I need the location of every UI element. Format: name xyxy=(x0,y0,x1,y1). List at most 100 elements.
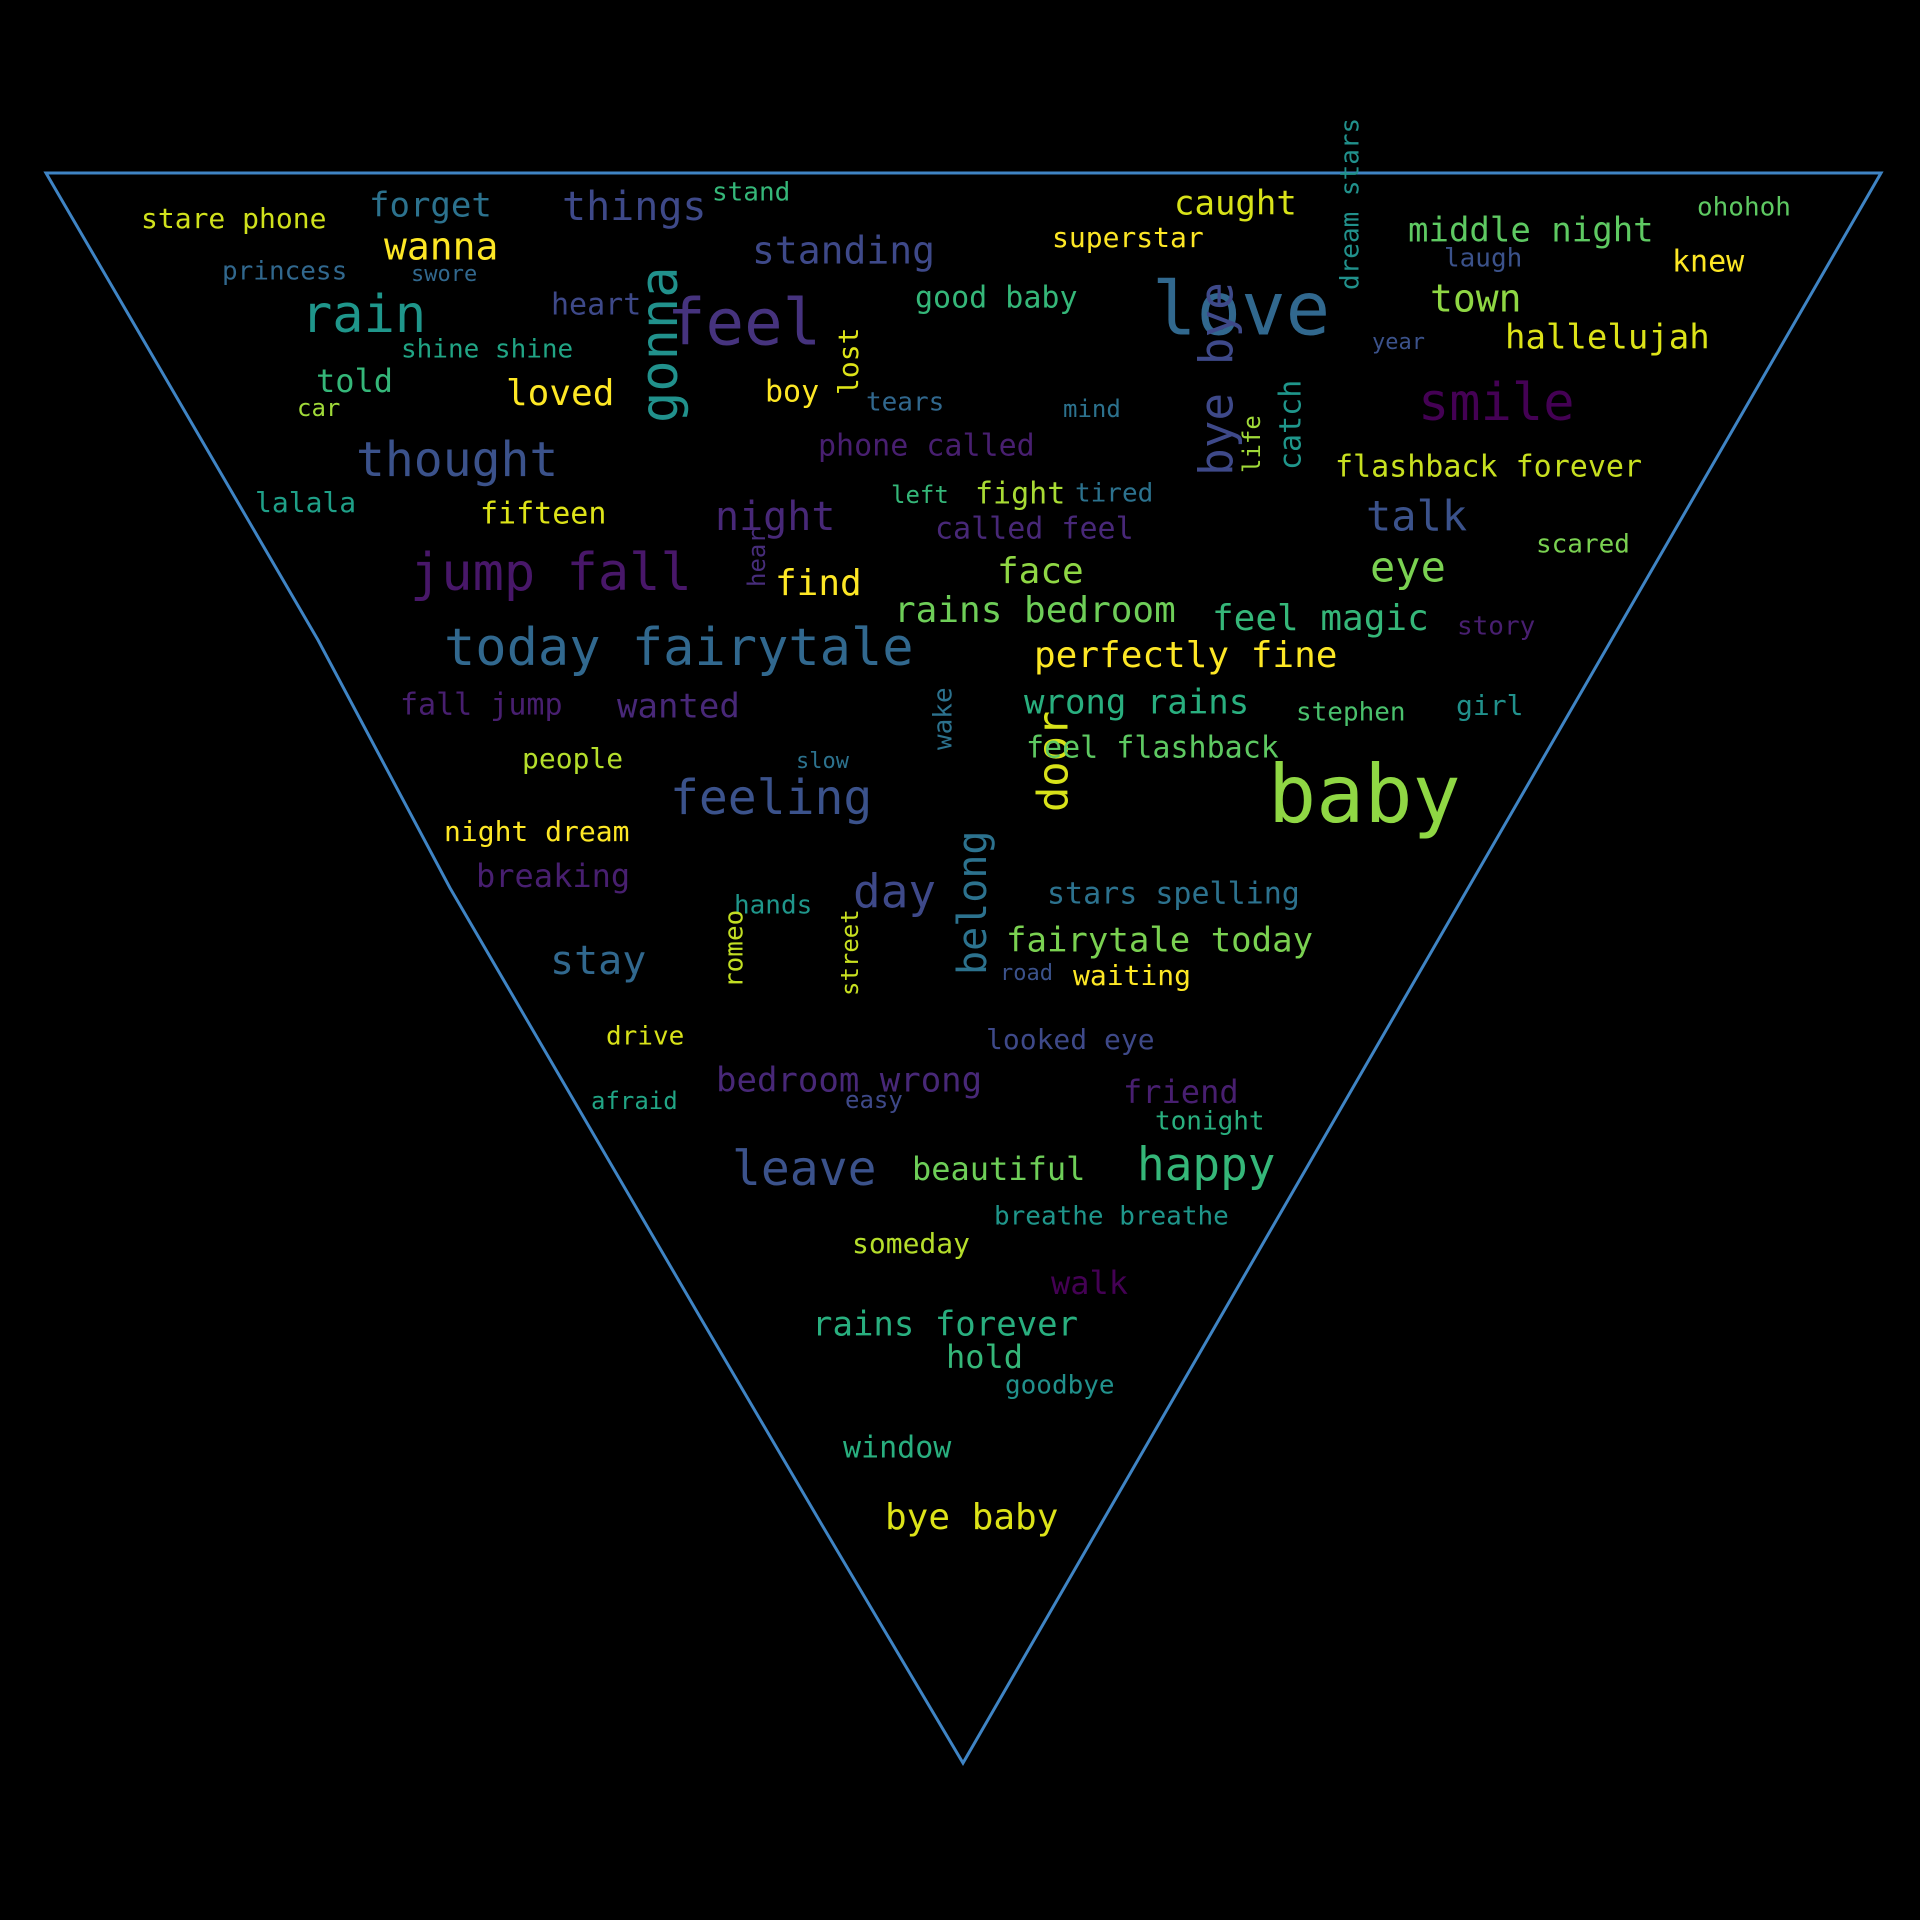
word-people: people xyxy=(522,742,623,775)
word-night: night xyxy=(715,494,835,540)
word-stay: stay xyxy=(550,938,646,984)
word-boy: boy xyxy=(765,375,819,410)
word-baby: baby xyxy=(1268,748,1461,841)
word-walk: walk xyxy=(1051,1264,1128,1302)
word-drive: drive xyxy=(606,1022,684,1052)
word-loved: loved xyxy=(506,373,614,414)
triangle-mask-outline xyxy=(43,171,1884,1766)
word-goodbye: goodbye xyxy=(1005,1371,1115,1401)
word-fall-jump: fall jump xyxy=(400,688,563,723)
word-left: left xyxy=(891,481,949,509)
word-wrong-rains: wrong rains xyxy=(1024,683,1249,723)
word-fight: fight xyxy=(975,477,1065,512)
word-tired: tired xyxy=(1075,479,1153,509)
word-window: window xyxy=(843,1431,952,1466)
word-catch: catch xyxy=(1274,380,1309,470)
word-wanted: wanted xyxy=(617,687,740,727)
word-superstar: superstar xyxy=(1052,221,1204,254)
word-thought: thought xyxy=(356,432,558,488)
word-laugh: laugh xyxy=(1444,244,1522,274)
word-easy: easy xyxy=(845,1086,903,1114)
word-waiting: waiting xyxy=(1073,959,1191,992)
word-jump-fall: jump fall xyxy=(410,543,692,603)
word-gonna: gonna xyxy=(630,266,690,423)
word-phone-called: phone called xyxy=(818,429,1035,464)
word-street: street xyxy=(836,909,864,996)
word-story: story xyxy=(1457,612,1535,642)
word-friend: friend xyxy=(1123,1073,1239,1111)
word-scared: scared xyxy=(1536,530,1630,560)
word-stand: stand xyxy=(712,178,790,208)
word-year: year xyxy=(1372,330,1425,355)
word-princess: princess xyxy=(222,257,347,287)
word-hallelujah: hallelujah xyxy=(1505,318,1710,358)
word-perfectly-fine: perfectly fine xyxy=(1034,635,1337,676)
word-happy: happy xyxy=(1137,1138,1275,1192)
word-shine-shine: shine shine xyxy=(401,335,573,365)
word-heart: heart xyxy=(551,288,641,323)
word-fifteen: fifteen xyxy=(480,497,606,532)
word-rains-bedroom: rains bedroom xyxy=(894,590,1176,631)
word-girl: girl xyxy=(1456,689,1523,722)
word-told: told xyxy=(316,362,393,400)
word-feel: feel xyxy=(667,287,821,361)
word-slow: slow xyxy=(796,749,850,774)
word-tonight: tonight xyxy=(1155,1107,1265,1137)
word-road: road xyxy=(1000,961,1053,986)
word-hold: hold xyxy=(946,1338,1023,1376)
word-middle-night: middle night xyxy=(1408,211,1654,251)
word-forget: forget xyxy=(369,186,492,226)
word-hands: hands xyxy=(734,891,812,921)
word-leave: leave xyxy=(732,1141,877,1197)
word-feel-magic: feel magic xyxy=(1212,598,1429,639)
word-standing: standing xyxy=(752,229,935,273)
word-bye-baby: bye baby xyxy=(885,1497,1058,1538)
word-talk: talk xyxy=(1366,492,1467,541)
word-bye-bye: bye bye xyxy=(1190,282,1244,476)
word-eye: eye xyxy=(1370,543,1446,592)
word-caught: caught xyxy=(1174,184,1297,224)
word-smile: smile xyxy=(1418,373,1575,433)
word-find: find xyxy=(775,563,862,604)
word-things: things xyxy=(562,184,707,230)
word-stare-phone: stare phone xyxy=(141,202,326,235)
word-afraid: afraid xyxy=(591,1087,678,1115)
word-breathe-breathe: breathe breathe xyxy=(994,1202,1229,1232)
word-feeling: feeling xyxy=(670,770,872,826)
word-knew: knew xyxy=(1672,245,1745,280)
word-day: day xyxy=(853,865,936,919)
word-called-feel: called feel xyxy=(935,512,1134,547)
word-stars-spelling: stars spelling xyxy=(1047,877,1300,912)
word-love: love xyxy=(1152,267,1330,353)
word-beautiful: beautiful xyxy=(912,1150,1085,1188)
word-ohohoh: ohohoh xyxy=(1697,193,1791,223)
word-feel-flashback: feel flashback xyxy=(1026,731,1279,766)
word-rains-forever: rains forever xyxy=(812,1305,1078,1345)
word-swore: swore xyxy=(411,262,477,287)
word-looked-eye: looked eye xyxy=(986,1023,1155,1056)
word-life: life xyxy=(1238,415,1266,473)
word-door: door xyxy=(1029,711,1078,812)
word-fairytale-today: fairytale today xyxy=(1006,921,1313,961)
word-flashback-forever: flashback forever xyxy=(1335,450,1642,485)
word-night-dream: night dream xyxy=(444,815,629,848)
word-layer: baby love feel smile gonna today fairytale jum… xyxy=(141,118,1791,1538)
word-mind: mind xyxy=(1063,395,1121,423)
word-wanna: wanna xyxy=(384,225,498,269)
word-rain: rain xyxy=(301,285,426,345)
word-town: town xyxy=(1430,277,1522,321)
word-today-fairytale: today fairytale xyxy=(444,618,914,678)
word-car: car xyxy=(297,394,340,422)
word-dream-stars: dream stars xyxy=(1336,118,1366,290)
word-tears: tears xyxy=(866,388,944,418)
word-lost: lost xyxy=(832,328,865,395)
word-wake: wake xyxy=(929,687,959,750)
word-hear: hear xyxy=(743,529,771,587)
word-breaking: breaking xyxy=(476,857,630,895)
word-good-baby: good baby xyxy=(915,281,1078,316)
word-stephen: stephen xyxy=(1296,698,1406,728)
word-lalala: lalala xyxy=(255,486,356,519)
word-belong: belong xyxy=(950,831,996,976)
